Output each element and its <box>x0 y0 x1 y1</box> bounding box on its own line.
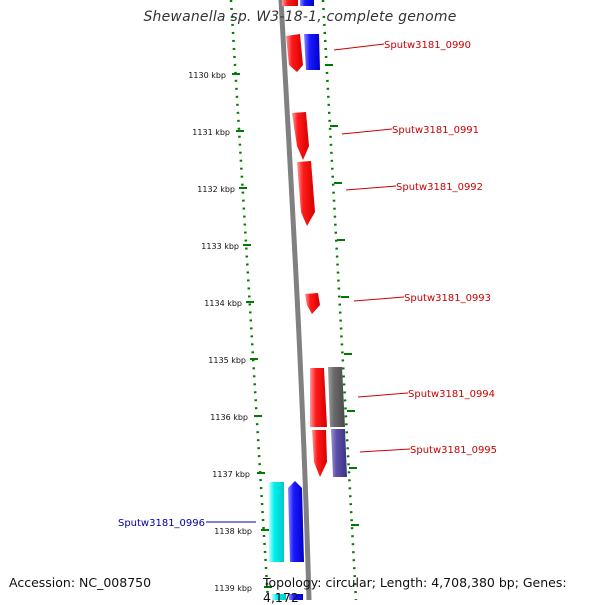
gene-sputw3181-0996[interactable] <box>288 481 304 562</box>
map-title: Shewanella sp. W3-18-1, complete genome <box>143 9 457 25</box>
label-connector <box>333 43 385 51</box>
accession-text: Accession: NC_008750 <box>9 575 152 590</box>
gene-label[interactable]: Sputw3181_0994 <box>408 389 495 400</box>
gene-block[interactable] <box>272 594 286 600</box>
gene-label[interactable]: Sputw3181_0995 <box>410 445 497 456</box>
gene-sputw3181-0995[interactable] <box>312 430 327 477</box>
gene-block[interactable] <box>269 482 284 562</box>
label-connector <box>345 185 397 191</box>
gene-label[interactable]: Sputw3181_0992 <box>396 182 483 193</box>
gene-sputw3181-0990[interactable] <box>286 34 303 72</box>
label-connector <box>353 296 405 302</box>
ruler-label-1132: 1132 kbp <box>197 185 235 194</box>
label-connector <box>359 448 411 453</box>
gene-block[interactable] <box>328 367 345 427</box>
ruler-label-1139: 1139 kbp <box>214 584 252 593</box>
gene-label[interactable]: Sputw3181_0996 <box>118 518 205 529</box>
ruler-label-1134: 1134 kbp <box>204 299 242 308</box>
gene-block[interactable] <box>300 0 314 6</box>
ruler-label-1138: 1138 kbp <box>214 527 252 536</box>
ruler: 1130 kbp 1131 kbp 1132 kbp 1133 kbp 1134… <box>188 64 359 593</box>
ruler-label-1137: 1137 kbp <box>212 470 250 479</box>
outer-tick-ring-right <box>321 0 358 600</box>
gene-label[interactable]: Sputw3181_0991 <box>392 125 479 136</box>
gene-sputw3181-0992[interactable] <box>297 161 315 226</box>
genome-backbone <box>278 0 312 600</box>
ruler-label-1135: 1135 kbp <box>208 356 246 365</box>
gene-block[interactable] <box>331 429 347 477</box>
gene-sputw3181-0993[interactable] <box>305 293 320 314</box>
gene-block[interactable] <box>304 34 320 70</box>
ruler-label-1130: 1130 kbp <box>188 71 226 80</box>
gene-label[interactable]: Sputw3181_0993 <box>404 293 491 304</box>
genome-stats-text: Topology: circular; Length: 4,708,380 bp… <box>263 575 567 605</box>
label-connector <box>341 128 393 135</box>
gene-block[interactable] <box>282 0 298 6</box>
gene-block[interactable] <box>289 594 303 600</box>
label-connector <box>357 392 409 398</box>
ruler-label-1133: 1133 kbp <box>201 242 239 251</box>
ruler-label-1131: 1131 kbp <box>192 128 230 137</box>
gene-label[interactable]: Sputw3181_0990 <box>384 40 471 51</box>
gene-sputw3181-0991[interactable] <box>292 112 309 160</box>
ruler-label-1136: 1136 kbp <box>210 413 248 422</box>
gene-sputw3181-0994[interactable] <box>310 368 327 427</box>
